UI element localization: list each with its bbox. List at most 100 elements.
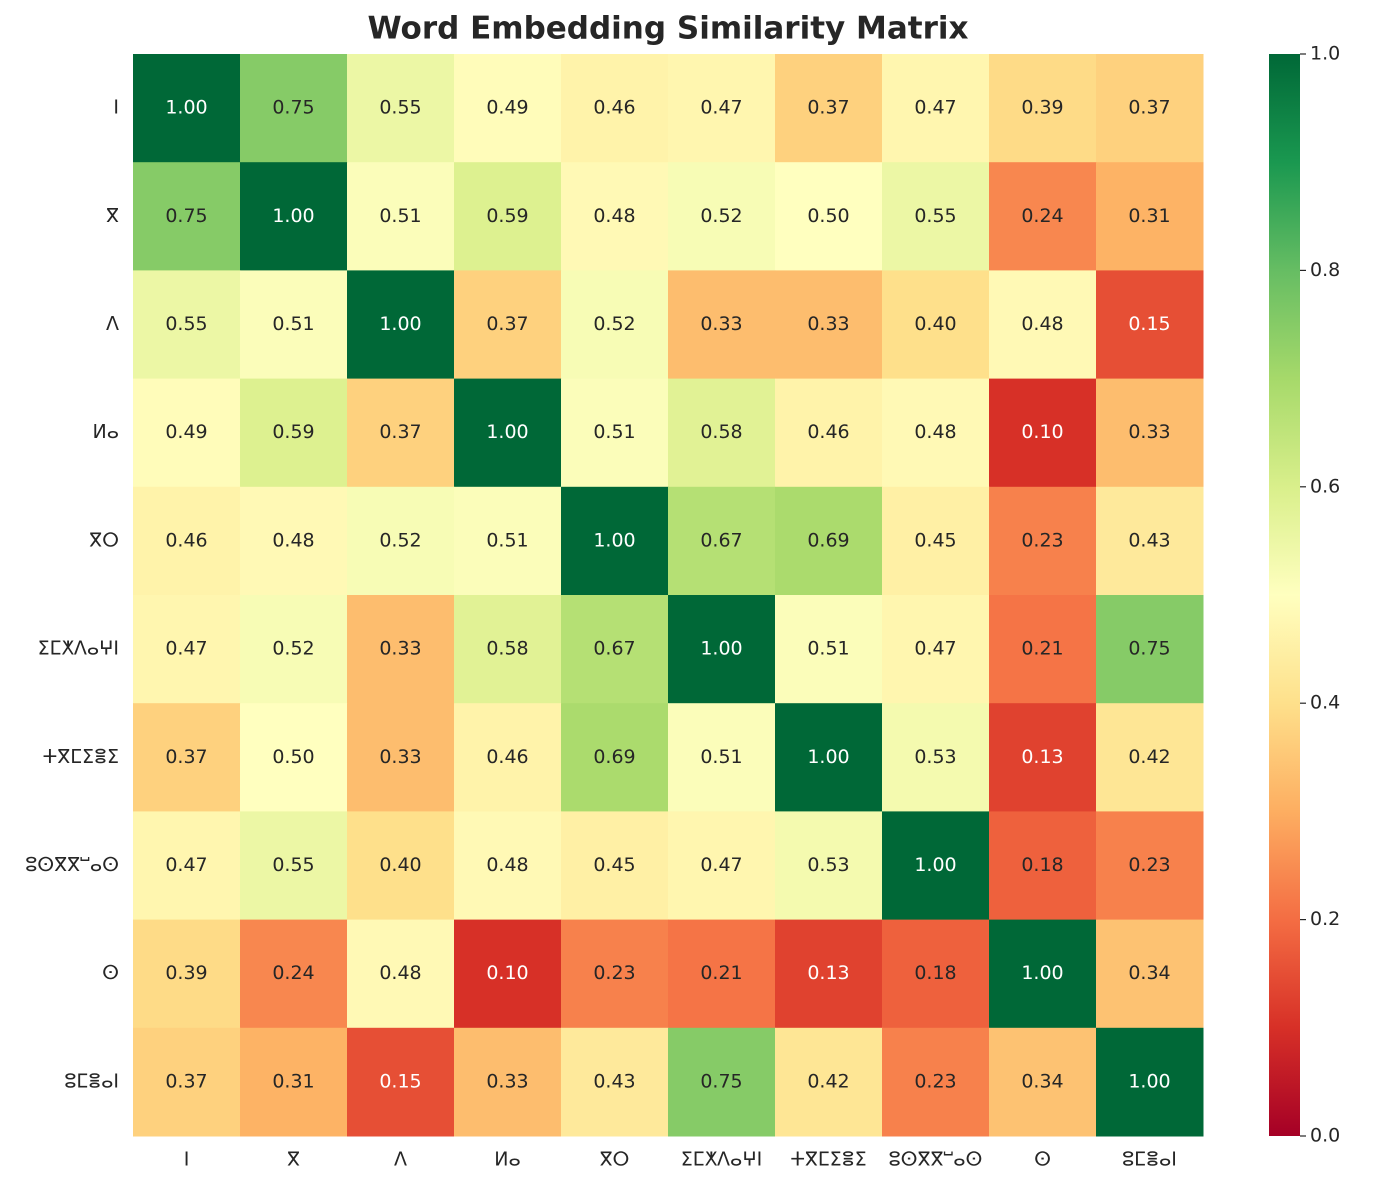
heatmap-cell <box>882 486 990 596</box>
heatmap-cell <box>133 811 241 921</box>
cell-label: 1.00 <box>593 529 635 551</box>
y-tick-label: ⵉⵎⵅⴷⴰⵖⵏ <box>38 638 119 660</box>
cell-label: 0.37 <box>379 421 421 443</box>
heatmap-cell <box>561 595 669 704</box>
heatmap-cell <box>133 162 241 271</box>
heatmap-cell <box>454 270 562 380</box>
heatmap-cell <box>668 703 776 812</box>
cell-label: 0.48 <box>914 421 956 443</box>
cell-label: 0.33 <box>379 638 421 660</box>
heatmap-cell <box>1096 703 1204 812</box>
heatmap-cell <box>882 703 990 812</box>
cell-label: 0.23 <box>914 1070 956 1092</box>
heatmap-cell <box>775 378 883 488</box>
heatmap-cell <box>347 1027 455 1137</box>
cell-label: 0.53 <box>914 746 956 768</box>
y-tick-label: ⵏ <box>113 97 119 119</box>
colorbar-tick-label: 1.0 <box>1310 43 1340 65</box>
cell-label: 0.48 <box>272 529 314 551</box>
y-tick-label: ⵜⴳⵎⵉⴻⵉ <box>43 746 119 768</box>
heatmap-cell <box>240 486 348 596</box>
cell-label: 0.69 <box>593 746 635 768</box>
cell-label: 0.21 <box>700 962 742 984</box>
cell-label: 0.75 <box>1128 638 1170 660</box>
heatmap-cell <box>775 270 883 380</box>
cell-label: 0.31 <box>272 1070 314 1092</box>
cell-label: 0.23 <box>593 962 635 984</box>
heatmap-cell <box>1096 595 1204 704</box>
cell-label: 0.47 <box>700 97 742 119</box>
cell-label: 0.55 <box>272 854 314 876</box>
cell-label: 0.48 <box>1021 313 1063 335</box>
cell-label: 0.37 <box>165 1070 207 1092</box>
cell-label: 1.00 <box>486 421 528 443</box>
heatmap-cell <box>989 703 1097 812</box>
heatmap-cell <box>347 162 455 271</box>
cell-label: 0.46 <box>165 529 207 551</box>
cell-label: 0.59 <box>486 205 528 227</box>
heatmap-cell <box>989 1027 1097 1137</box>
x-tick-label: ⵜⴳⵎⵉⴻⵉ <box>790 1149 866 1171</box>
heatmap-cell <box>989 919 1097 1029</box>
cell-label: 0.58 <box>700 421 742 443</box>
cell-label: 0.46 <box>593 97 635 119</box>
heatmap-cell <box>882 378 990 488</box>
cell-label: 1.00 <box>165 97 207 119</box>
cell-label: 0.24 <box>1021 205 1063 227</box>
cell-label: 0.51 <box>807 638 849 660</box>
cell-label: 0.15 <box>1128 313 1170 335</box>
cell-label: 0.55 <box>379 97 421 119</box>
heatmap-cell <box>882 1027 990 1137</box>
heatmap-cell <box>989 378 1097 488</box>
colorbar-tick-label: 0.4 <box>1310 692 1340 714</box>
cell-label: 0.51 <box>700 746 742 768</box>
heatmap-cell <box>775 919 883 1029</box>
heatmap-cell <box>133 1027 241 1137</box>
heatmap-cell <box>775 703 883 812</box>
heatmap-cell <box>989 811 1097 921</box>
heatmap-cell <box>347 486 455 596</box>
cell-label: 1.00 <box>1021 962 1063 984</box>
heatmap-cell <box>989 270 1097 380</box>
cell-label: 0.18 <box>914 962 956 984</box>
cell-label: 0.48 <box>379 962 421 984</box>
cell-label: 0.52 <box>379 529 421 551</box>
cell-label: 0.23 <box>1128 854 1170 876</box>
cell-label: 0.34 <box>1128 962 1170 984</box>
heatmap-cell <box>668 162 776 271</box>
x-tick-label: ⵓⵙⴳⴳⵯⴰⵙ <box>889 1149 983 1171</box>
cell-label: 0.47 <box>165 638 207 660</box>
heatmap-cell <box>1096 270 1204 380</box>
cell-label: 0.47 <box>914 638 956 660</box>
cell-label: 0.43 <box>593 1070 635 1092</box>
heatmap-cell <box>454 378 562 488</box>
cell-label: 0.47 <box>165 854 207 876</box>
cell-label: 0.18 <box>1021 854 1063 876</box>
cell-label: 0.75 <box>700 1070 742 1092</box>
heatmap-cell <box>454 1027 562 1137</box>
heatmap-cell <box>882 811 990 921</box>
heatmap-cell <box>347 919 455 1029</box>
colorbar-tick-label: 0.2 <box>1310 908 1340 930</box>
cell-label: 0.52 <box>593 313 635 335</box>
heatmap-cell <box>240 162 348 271</box>
cell-label: 0.43 <box>1128 529 1170 551</box>
heatmap-cell <box>668 54 776 163</box>
heatmap-cell <box>1096 486 1204 596</box>
x-tick-label: ⴳⵔ <box>600 1149 630 1171</box>
y-tick-label: ⵓⵎⴻⴰⵏ <box>64 1070 119 1092</box>
heatmap-cell <box>133 54 241 163</box>
heatmap-cell <box>347 270 455 380</box>
heatmap-cell <box>668 486 776 596</box>
heatmap-cell <box>133 703 241 812</box>
cell-label: 0.47 <box>914 97 956 119</box>
heatmap-cell <box>1096 811 1204 921</box>
heatmap-cell <box>561 162 669 271</box>
x-tick-label: ⴷ <box>394 1149 407 1171</box>
cell-label: 0.33 <box>700 313 742 335</box>
heatmap-cell <box>775 595 883 704</box>
heatmap-cell <box>989 162 1097 271</box>
heatmap-cell <box>347 811 455 921</box>
